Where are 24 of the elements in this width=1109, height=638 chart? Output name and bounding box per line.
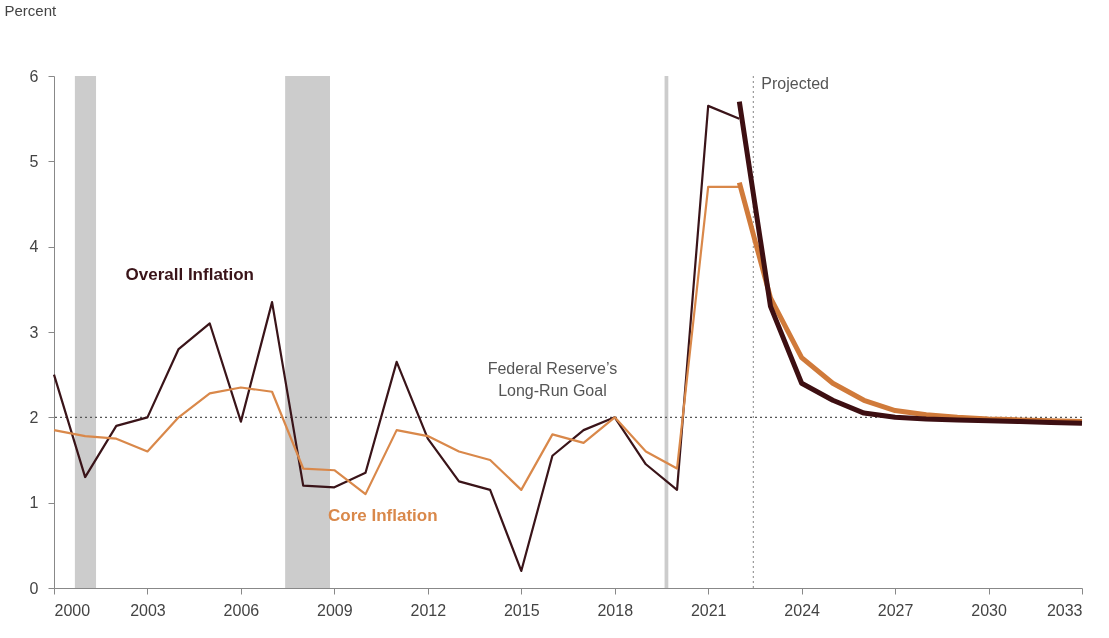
x-tick-label: 2027 xyxy=(877,601,914,619)
y-tick-label: 2 xyxy=(29,408,39,426)
y-tick-label: 0 xyxy=(29,579,39,597)
x-tick-label: 2012 xyxy=(410,601,447,619)
ref-line-label: Federal Reserve’s Long-Run Goal xyxy=(487,360,618,400)
x-tick-label: 2030 xyxy=(971,601,1007,619)
x-tick-label: 2018 xyxy=(597,601,634,619)
x-tick-label: 2009 xyxy=(317,601,353,619)
x-tick-label: 2006 xyxy=(223,601,260,619)
x-tick-label: 2003 xyxy=(130,601,166,619)
series-label: Core Inflation xyxy=(328,506,438,526)
y-tick-label: 6 xyxy=(29,67,39,85)
x-tick-label: 2021 xyxy=(690,601,727,619)
ref-line-label: Projected xyxy=(761,75,829,92)
y-tick-label: 3 xyxy=(29,323,39,341)
y-tick-label: 5 xyxy=(29,152,39,170)
y-tick-label: 1 xyxy=(29,494,39,512)
series-label: Overall Inflation xyxy=(125,265,254,285)
x-tick-label: 2024 xyxy=(784,601,821,619)
y-tick-label: 4 xyxy=(29,238,39,256)
x-tick-label: 2015 xyxy=(503,601,540,619)
x-tick-label: 2000 xyxy=(54,601,91,619)
y-axis-title: Percent xyxy=(4,1,58,19)
x-tick-label: 2033 xyxy=(1046,601,1083,619)
